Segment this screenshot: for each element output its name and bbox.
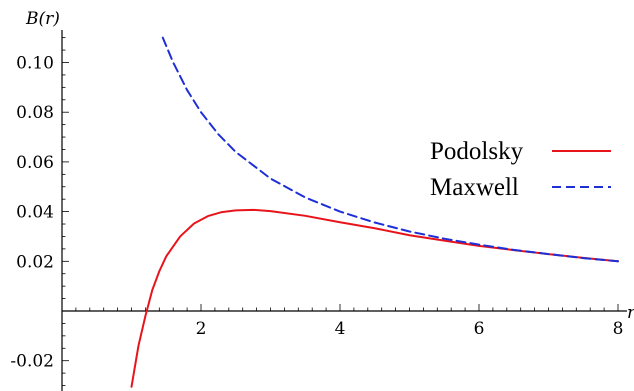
ticks: 2 4 6 8 -0.02 0.02 0.04 0.06 0.08 0.10 <box>10 37 624 386</box>
legend: Podolsky Maxwell <box>430 138 611 201</box>
x-tick-label: 4 <box>335 319 346 339</box>
y-tick-label: -0.02 <box>10 352 54 372</box>
x-tick-label: 6 <box>474 319 485 339</box>
x-axis-label: r <box>627 303 634 323</box>
y-tick-label: 0.06 <box>16 153 54 173</box>
y-axis-label: B(r) <box>25 9 60 29</box>
y-tick-label: 0.02 <box>16 252 54 272</box>
series-line-podolsky <box>130 208 619 388</box>
x-tick-label: 8 <box>613 319 624 339</box>
y-tick-label: 0.08 <box>16 103 54 123</box>
axes <box>61 30 627 391</box>
y-tick-label: 0.04 <box>16 203 54 223</box>
y-tick-label: 0.10 <box>16 54 54 74</box>
series-line-maxwell <box>161 36 619 263</box>
x-tick-label: 2 <box>196 319 207 339</box>
series <box>130 36 619 388</box>
legend-label-maxwell: Maxwell <box>430 174 519 201</box>
legend-label-podolsky: Podolsky <box>430 138 524 165</box>
